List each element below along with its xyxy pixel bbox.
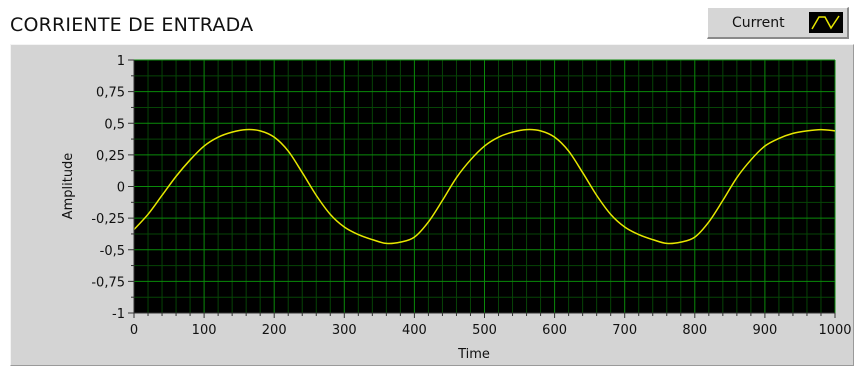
y-tick-label: 0,75 [96, 86, 125, 101]
y-tick-label: -0,75 [91, 275, 125, 290]
y-tick-label: 0,25 [96, 149, 125, 164]
x-tick-label: 500 [472, 323, 497, 338]
legend-label-current: Current [732, 15, 785, 31]
x-tick-label: 300 [332, 323, 357, 338]
x-tick-label: 700 [612, 323, 637, 338]
chart-title: CORRIENTE DE ENTRADA [10, 14, 254, 36]
y-tick-label: -0,25 [91, 212, 125, 227]
y-tick-label: 0,5 [104, 117, 125, 132]
x-axis-title: Time [457, 347, 490, 362]
x-tick-label: 900 [752, 323, 777, 338]
x-tick-label: 400 [402, 323, 427, 338]
legend-line-swatch-icon [809, 12, 843, 33]
y-tick-label: -1 [112, 307, 125, 322]
x-tick-label: 800 [682, 323, 707, 338]
x-tick-label: 200 [262, 323, 287, 338]
plot-legend[interactable]: Current [707, 7, 849, 39]
x-tick-label: 1000 [818, 323, 851, 338]
x-axis-ticks: 0 100 200 300 400 500 600 700 800 900 1000 [130, 312, 852, 338]
x-tick-label: 100 [192, 323, 217, 338]
y-axis-ticks: 1 0,75 0,5 0,25 0 -0,25 -0,5 -0,75 -1 [91, 54, 135, 322]
x-tick-label: 0 [130, 323, 138, 338]
y-tick-label: 0 [117, 181, 125, 196]
y-tick-label: 1 [117, 54, 125, 69]
grid-major [133, 59, 836, 314]
series-current-line [133, 128, 836, 245]
y-axis-title: Amplitude [61, 153, 76, 220]
x-tick-label: 600 [542, 323, 567, 338]
y-tick-label: -0,5 [100, 244, 125, 259]
